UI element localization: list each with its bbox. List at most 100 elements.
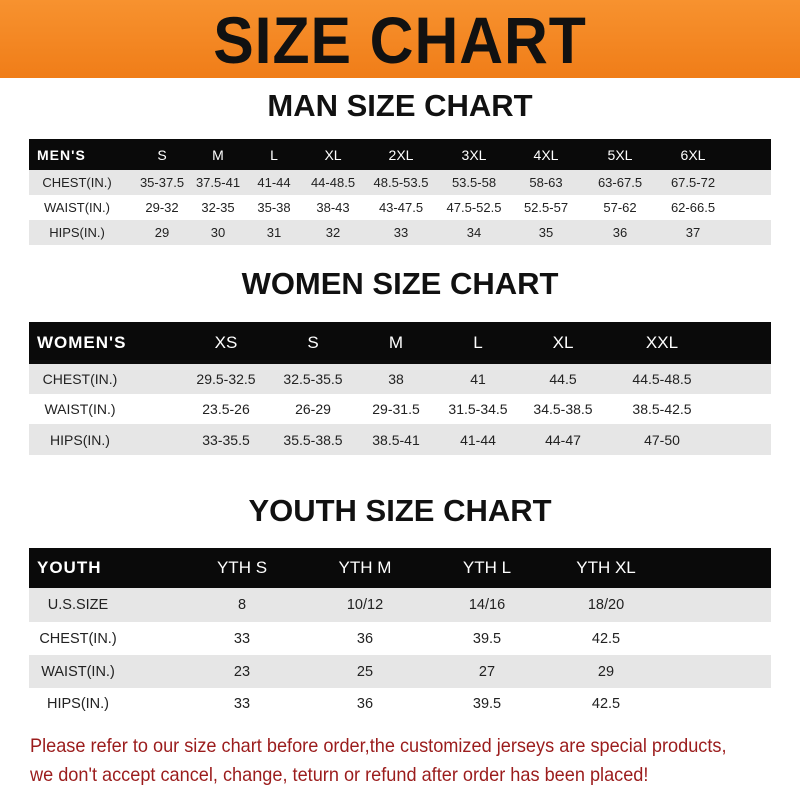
table-cell: 63-67.5: [597, 175, 643, 190]
table-cell: 58-63: [529, 175, 563, 190]
men-section-title: MAN SIZE CHART: [267, 88, 533, 123]
note-line-1: Please refer to our size chart before or…: [30, 735, 727, 757]
table-cell: 33: [233, 696, 251, 712]
table-row: WAIST(IN.) 29-32 32-35 35-38 38-43 43-47.5 47.…: [29, 195, 771, 220]
table-cell: 33: [393, 225, 409, 240]
table-cell: 29.5-32.5: [196, 371, 256, 387]
table-row: WAIST(IN.) 23 25 27 29: [29, 655, 771, 688]
table-cell: 48.5-53.5: [373, 175, 429, 190]
banner: SIZE CHART: [0, 0, 800, 78]
table-cell: 34: [466, 225, 482, 240]
table-cell: 41-44: [257, 175, 291, 190]
row-label: U.S.SIZE: [47, 597, 109, 613]
row-label: CHEST(IN.): [42, 175, 112, 190]
row-label: CHEST(IN.): [39, 630, 117, 647]
table-cell: 35-38: [257, 200, 291, 215]
size-header: YTH S: [216, 558, 268, 577]
size-header: M: [212, 146, 224, 163]
table-title-cell: WOMEN'S: [37, 333, 127, 352]
women-section-title: WOMEN SIZE CHART: [241, 266, 559, 301]
table-cell: 26-29: [295, 401, 331, 417]
table-cell: 44.5: [549, 371, 577, 387]
size-header: S: [157, 146, 167, 163]
row-label: WAIST(IN.): [44, 200, 110, 215]
disclaimer-note: Please refer to our size chart before or…: [30, 732, 737, 790]
row-label: CHEST(IN.): [42, 371, 118, 387]
table-cell: 41: [470, 371, 486, 387]
table-cell: 44-48.5: [310, 175, 356, 190]
table-cell: 41-44: [460, 431, 496, 448]
size-header: M: [388, 333, 404, 352]
size-header: 5XL: [607, 146, 633, 163]
table-title-cell: MEN'S: [37, 146, 86, 163]
table-cell: 38-43: [316, 200, 350, 215]
table-cell: 31: [266, 225, 282, 240]
size-header: 6XL: [680, 146, 706, 163]
note-line-2: we don't accept cancel, change, teturn o…: [30, 764, 649, 786]
table-cell: 8: [237, 597, 247, 613]
table-cell: 36: [356, 630, 374, 647]
table-cell: 32.5-35.5: [283, 371, 343, 387]
table-cell: 53.5-58: [451, 175, 497, 190]
table-cell: 33: [233, 630, 251, 647]
table-row: WAIST(IN.) 23.5-26 26-29 29-31.5 31.5-34.5 34…: [29, 394, 771, 424]
row-label: WAIST(IN.): [44, 401, 116, 417]
table-cell: 30: [210, 225, 226, 240]
table-row: HIPS(IN.) 33-35.5 35.5-38.5 38.5-41 41-44 44-…: [29, 424, 771, 455]
table-cell: 32: [325, 225, 341, 240]
table-cell: 37.5-41: [195, 175, 241, 190]
table-row: HIPS(IN.) 29 30 31 32 33 34 35 36 37: [29, 220, 771, 245]
table-cell: 67.5-72: [670, 175, 716, 190]
table-header-row: YOUTH YTH S YTH M YTH L YTH XL: [29, 548, 771, 588]
table-row: CHEST(IN.) 33 36 39.5 42.5: [29, 622, 771, 655]
size-header: XL: [552, 333, 574, 352]
row-label: HIPS(IN.): [49, 225, 105, 240]
table-cell: 29-32: [145, 200, 179, 215]
size-header: L: [270, 146, 278, 163]
table-cell: 29-31.5: [372, 401, 420, 417]
size-header: YTH L: [462, 558, 512, 577]
youth-size-table: YOUTH YTH S YTH M YTH L YTH XL U.S.SIZE 8 10/12…: [29, 548, 771, 720]
size-header: 3XL: [461, 146, 487, 163]
table-cell: 62-66.5: [670, 200, 716, 215]
size-header: 4XL: [533, 146, 559, 163]
table-cell: 32-35: [201, 200, 235, 215]
youth-section-title: YOUTH SIZE CHART: [248, 493, 552, 528]
table-cell: 33-35.5: [202, 431, 250, 448]
table-cell: 34.5-38.5: [533, 401, 593, 417]
table-row: HIPS(IN.) 33 36 39.5 42.5: [29, 688, 771, 720]
table-cell: 44-47: [545, 431, 581, 448]
table-cell: 38.5-41: [372, 431, 420, 448]
table-cell: 29: [597, 663, 615, 680]
row-label: WAIST(IN.): [41, 663, 115, 680]
size-header: L: [473, 333, 483, 352]
women-size-table: WOMEN'S XS S M L XL XXL CHEST(IN.) 29.5-32.5 32.5…: [29, 322, 771, 455]
table-cell: 25: [356, 663, 374, 680]
table-header-row: WOMEN'S XS S M L XL XXL: [29, 322, 771, 364]
table-cell: 35.5-38.5: [283, 431, 343, 448]
row-label: HIPS(IN.): [50, 431, 110, 448]
table-header-row: MEN'S S M L XL 2XL 3XL 4XL 5XL 6XL: [29, 139, 771, 170]
size-header: YTH M: [338, 558, 392, 577]
table-cell: 47-50: [644, 431, 680, 448]
table-cell: 18/20: [587, 597, 625, 613]
size-header: S: [307, 333, 319, 352]
table-cell: 42.5: [591, 696, 621, 712]
table-title-cell: YOUTH: [37, 558, 102, 577]
table-cell: 29: [154, 225, 170, 240]
size-header: XXL: [645, 333, 679, 352]
size-header: XL: [324, 146, 342, 163]
size-header: YTH XL: [576, 558, 636, 577]
table-cell: 36: [356, 696, 374, 712]
table-cell: 14/16: [468, 597, 506, 613]
size-header: 2XL: [388, 146, 414, 163]
table-cell: 35-37.5: [139, 175, 185, 190]
table-row: CHEST(IN.) 29.5-32.5 32.5-35.5 38 41 44.5 44.5…: [29, 364, 771, 394]
table-cell: 39.5: [472, 630, 502, 647]
page-title: SIZE CHART: [213, 3, 587, 77]
table-cell: 38.5-42.5: [632, 401, 692, 417]
table-cell: 36: [612, 225, 628, 240]
table-cell: 35: [538, 225, 554, 240]
row-label: HIPS(IN.): [46, 696, 110, 712]
table-cell: 52.5-57: [523, 200, 569, 215]
